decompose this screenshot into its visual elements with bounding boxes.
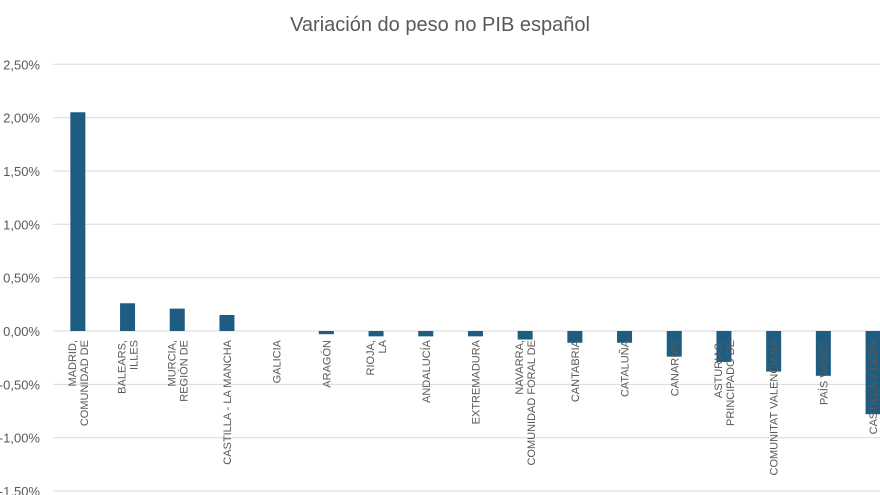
x-tick-label: ARAGÓN [320,340,333,388]
y-tick-label: -0,50% [0,377,40,392]
bar [517,331,533,340]
x-tick-label-line: RIOJA, [365,340,377,375]
x-tick-label-line: ASTURIAS, [713,340,725,398]
bar [70,112,86,331]
x-tick-label-line: COMUNIDAD FORAL DE [526,340,538,466]
bar [368,331,384,337]
y-tick-label: -1,00% [0,431,40,446]
x-tick-label-line: MADRID, [67,340,79,386]
x-tick-label-line: PAÍS VASCO [817,340,830,405]
x-tick-label: ANDALUCÍA [420,339,433,403]
x-tick-label-line: ARAGÓN [320,340,333,388]
x-tick-label-line: COMUNIDAD DE [79,340,91,426]
x-tick-label: CATALUÑA [619,339,632,397]
x-tick-label: PAÍS VASCO [817,340,830,405]
x-tick-label-line: ANDALUCÍA [420,339,433,403]
x-tick-label: CANTABRIA [570,339,582,402]
x-tick-label: CASTILLA - LA MANCHA [222,339,234,464]
x-tick-label: MURCIA,REGIÓN DE [166,340,190,402]
y-tick-label: 2,00% [3,111,40,126]
x-tick-label-line: BALEARS, [117,340,129,394]
x-tick-label: BALEARS,ILLES [117,340,141,394]
x-tick-label: EXTREMADURA [470,339,482,424]
x-tick-label-line: NAVARRA, [514,340,526,395]
x-tick-label: CANARIAS [669,340,681,396]
x-tick-label: CASTILLA Y LEÓN [867,340,880,434]
x-tick-label-line: COMUNITAT VALENCIANA [769,339,781,475]
bar [318,331,334,335]
bar [865,331,880,415]
x-tick-label: NAVARRA,COMUNIDAD FORAL DE [514,340,538,466]
x-tick-label-line: PRINCIPADO DE [725,340,737,426]
x-tick-label-line: CANTABRIA [570,339,582,402]
x-tick-label-line: CASTILLA Y LEÓN [867,340,880,434]
y-tick-label: 1,00% [3,217,40,232]
chart-title: Variación do peso no PIB español [290,14,590,36]
y-tick-label: 0,50% [3,271,40,286]
bar [716,331,732,362]
x-tick-label-line: GALICIA [272,339,284,383]
y-tick-label: 1,50% [3,164,40,179]
bar [169,308,185,331]
bar [567,331,583,343]
y-tick-label: -1,50% [0,484,40,495]
bar [666,331,682,357]
bar [120,303,136,331]
bar [418,331,434,337]
x-tick-label: MADRID,COMUNIDAD DE [67,340,91,426]
bar [219,314,235,331]
x-tick-label-line: CASTILLA - LA MANCHA [222,339,234,464]
bar [766,331,782,372]
x-tick-label-line: EXTREMADURA [470,339,482,424]
x-tick-label-line: ILLES [129,340,141,370]
y-tick-label: 0,00% [3,324,40,339]
bar [617,331,633,343]
x-tick-label-line: CANARIAS [669,340,681,396]
x-tick-label-line: REGIÓN DE [177,340,190,402]
x-tick-label: COMUNITAT VALENCIANA [769,339,781,475]
x-tick-label-line: LA [377,339,389,353]
bar [815,331,831,376]
x-tick-label: RIOJA,LA [365,339,389,375]
x-tick-label: GALICIA [272,339,284,383]
y-tick-label: 2,50% [3,57,40,72]
x-tick-label-line: MURCIA, [166,340,178,386]
x-tick-label-line: CATALUÑA [619,339,632,397]
bar [467,331,483,337]
x-tick-label: ASTURIAS,PRINCIPADO DE [713,340,737,426]
